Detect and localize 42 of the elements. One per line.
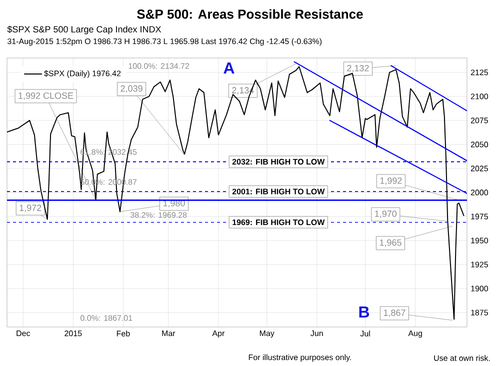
x-tick-label: Apr xyxy=(212,330,225,338)
chart-title: S&P 500: Areas Possible Resistance xyxy=(137,9,363,19)
annotation: 1,992 xyxy=(380,177,402,185)
text: 31-Aug-2015 1:52pm O 1986.73 H 1986.73 L 1965.98 Last 1976.42 Chg -12.45 (-0.63%) xyxy=(8,38,322,46)
annotation: B xyxy=(359,306,370,318)
x-tick-label: Aug xyxy=(408,330,422,338)
y-tick-label: 2125 xyxy=(470,70,488,76)
y-tick-label: 1975 xyxy=(471,214,488,220)
x-tick-label: May xyxy=(260,330,274,338)
ref-line-label: 2032: FIB HIGH TO LOW xyxy=(232,158,325,165)
annotation: 1,972 xyxy=(20,204,42,212)
y-tick-label: 1875 xyxy=(471,310,488,316)
x-tick-label: Dec xyxy=(16,330,30,336)
x-tick-label: Jun xyxy=(310,330,323,336)
x-tick-label: Mar xyxy=(162,330,176,336)
annotation: 1,970 xyxy=(375,210,397,218)
ref-line-label: 1969: FIB HIGH TO LOW xyxy=(232,219,325,226)
annotation: A xyxy=(224,62,234,74)
x-tick-label: Jul xyxy=(360,330,370,336)
y-tick-label: 1950 xyxy=(471,238,488,244)
legend-label: $SPX (Daily) 1976.42 xyxy=(44,70,121,78)
y-tick-label: 2100 xyxy=(470,94,488,100)
x-tick-label: Feb xyxy=(116,330,130,336)
annotation: 100.0%: 2134.72 xyxy=(128,63,190,69)
annotation: 2,039 xyxy=(120,85,142,93)
x-tick-label: 2015 xyxy=(64,330,82,336)
y-tick-label: 2075 xyxy=(470,118,488,124)
annotation: 2,132 xyxy=(347,64,369,72)
y-tick-label: 2000 xyxy=(470,190,488,196)
text: For illustrative purposes only. xyxy=(248,354,351,362)
y-tick-label: 1925 xyxy=(471,262,488,268)
annotation: 1,992 CLOSE xyxy=(18,92,74,100)
annotation: 1,867 xyxy=(384,310,406,317)
y-tick-label: 2025 xyxy=(470,166,488,172)
annotation: 38.2%: 1969.28 xyxy=(130,212,187,218)
y-tick-label: 2050 xyxy=(470,142,488,148)
chart-subtitle: $SPX S&P 500 Large Cap Index INDX xyxy=(7,26,162,34)
text: Use at own risk. xyxy=(434,355,490,361)
ref-line-label: 2001: FIB HIGH TO LOW xyxy=(232,188,325,194)
annotation: 1,965 xyxy=(380,239,402,247)
annotation: 0.0%: 1867.01 xyxy=(80,315,132,321)
y-tick-label: 1900 xyxy=(471,286,488,292)
